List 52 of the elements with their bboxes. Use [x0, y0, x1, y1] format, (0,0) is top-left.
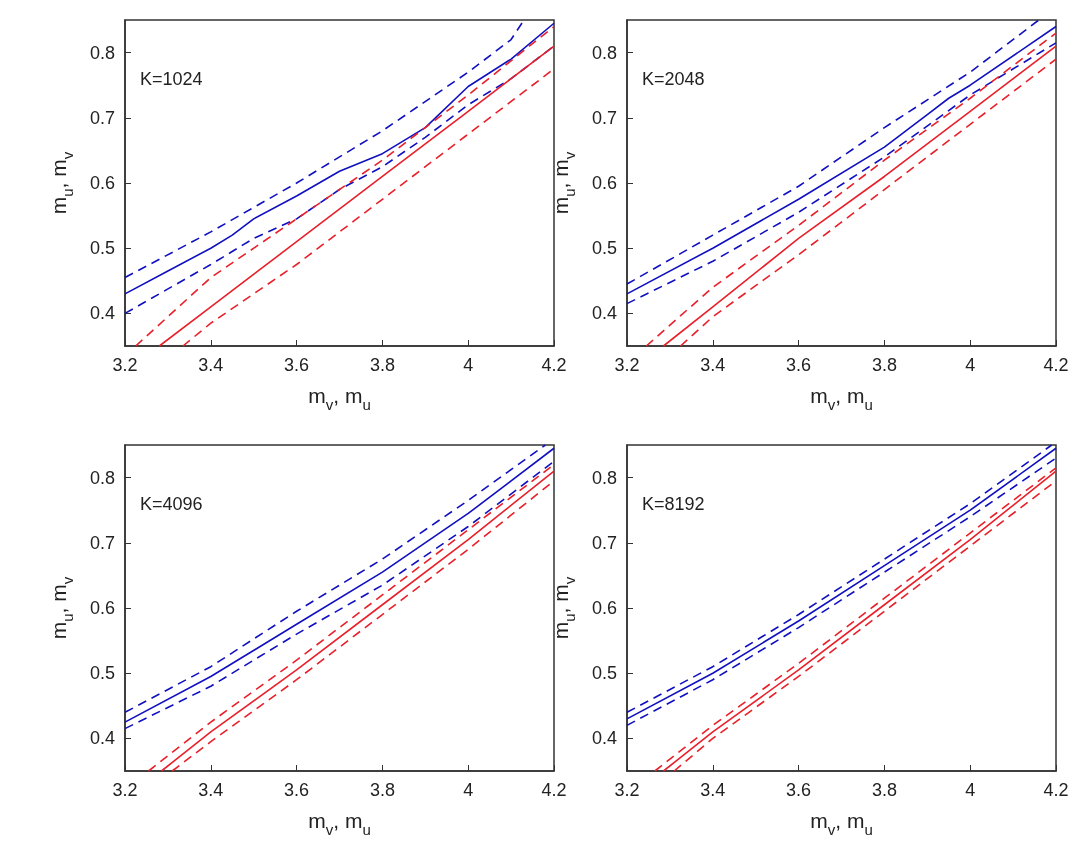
- x-tick-label: 4: [463, 355, 474, 375]
- x-tick-label: 3.4: [700, 355, 726, 375]
- x-tick-label: 4.2: [1043, 355, 1069, 375]
- y-tick-label: 0.5: [89, 238, 115, 259]
- y-tick-label: 0.7: [591, 107, 617, 128]
- x-tick-label: 3.6: [284, 355, 310, 375]
- x-tick-label: 4: [463, 780, 474, 800]
- y-tick-label: 0.8: [591, 467, 617, 488]
- y-tick-label: 0.6: [591, 598, 617, 618]
- x-tick-label: 3.2: [614, 780, 640, 800]
- x-tick-label: 3.6: [284, 780, 310, 800]
- y-tick-label: 0.4: [591, 303, 617, 324]
- y-tick-label: 0.4: [89, 303, 115, 324]
- y-tick-label: 0.4: [89, 728, 115, 749]
- x-tick-label: 4.2: [1043, 780, 1069, 800]
- x-tick-label: 4.2: [541, 355, 567, 375]
- y-tick-label: 0.5: [89, 663, 115, 684]
- y-tick-label: 0.7: [89, 107, 115, 128]
- x-tick-label: 4.2: [541, 780, 567, 800]
- y-tick-label: 0.8: [89, 42, 115, 63]
- y-axis-title: mu, mv: [47, 151, 76, 215]
- y-axis-title: mu, mv: [549, 576, 578, 640]
- y-tick-label: 0.6: [89, 173, 115, 193]
- x-tick-label: 4: [965, 780, 976, 800]
- y-tick-label: 0.5: [591, 663, 617, 684]
- y-tick-label: 0.5: [591, 238, 617, 259]
- x-tick-label: 3.4: [198, 780, 224, 800]
- annotation: K=4096: [140, 494, 203, 514]
- annotation: K=2048: [642, 69, 705, 89]
- annotation: K=8192: [642, 494, 705, 514]
- y-axis-title: mu, mv: [47, 576, 76, 640]
- x-tick-label: 3.6: [786, 355, 812, 375]
- x-tick-label: 3.8: [369, 780, 395, 800]
- x-tick-label: 4: [965, 355, 976, 375]
- x-tick-label: 3.8: [369, 355, 395, 375]
- x-tick-label: 3.6: [786, 780, 812, 800]
- y-tick-label: 0.4: [591, 728, 617, 749]
- y-tick-label: 0.7: [591, 532, 617, 553]
- y-tick-label: 0.6: [89, 598, 115, 618]
- y-tick-label: 0.7: [89, 532, 115, 553]
- annotation: K=1024: [140, 69, 203, 89]
- y-tick-label: 0.8: [89, 467, 115, 488]
- y-tick-label: 0.8: [591, 42, 617, 63]
- x-tick-label: 3.8: [871, 355, 897, 375]
- x-tick-label: 3.4: [700, 780, 726, 800]
- x-tick-label: 3.2: [112, 355, 138, 375]
- x-tick-label: 3.2: [614, 355, 640, 375]
- x-tick-label: 3.2: [112, 780, 138, 800]
- x-tick-label: 3.8: [871, 780, 897, 800]
- x-tick-label: 3.4: [198, 355, 224, 375]
- y-tick-label: 0.6: [591, 173, 617, 193]
- y-axis-title: mu, mv: [549, 151, 578, 215]
